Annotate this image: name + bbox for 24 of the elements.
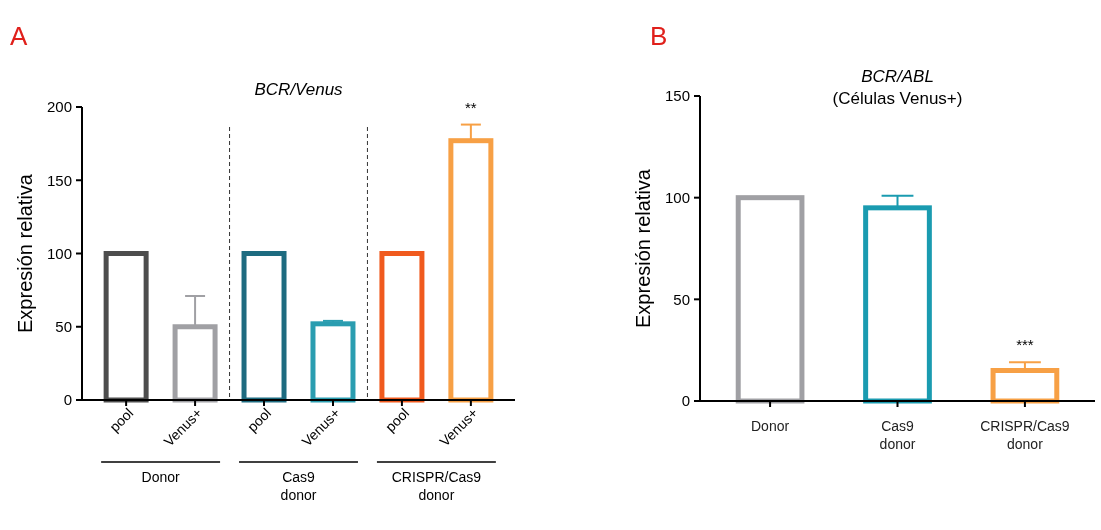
chart-title: BCR/Venus xyxy=(254,80,344,99)
y-tick-label: 0 xyxy=(681,392,690,410)
chart-title: BCR/ABL xyxy=(861,67,934,86)
x-tick-label: Donor xyxy=(751,418,790,434)
x-tick-label: CRISPR/Cas9 donor xyxy=(980,418,1070,452)
text: A xyxy=(10,21,28,51)
y-tick-label: 100 xyxy=(664,188,690,206)
y-axis-title: Expresión relativa xyxy=(632,168,654,328)
annotation: *** xyxy=(1016,336,1034,354)
x-tick-label: Cas9 donor xyxy=(879,418,916,452)
y-tick-label: 150 xyxy=(664,87,690,105)
y-tick-label: 0 xyxy=(63,391,72,409)
text: B xyxy=(650,21,668,51)
y-tick-label: 50 xyxy=(55,318,72,335)
annotation: ** xyxy=(465,98,477,116)
chart-subtitle: (Células Venus+) xyxy=(832,89,963,108)
text: CRISPR/Cas9 donor xyxy=(391,469,482,503)
y-tick-label: 50 xyxy=(673,290,690,308)
y-axis-title: Expresión relativa xyxy=(14,173,36,333)
y-tick-label: 150 xyxy=(46,171,72,189)
text: Donor xyxy=(141,469,180,485)
text: Cas9 donor xyxy=(280,469,317,503)
y-tick-label: 100 xyxy=(46,244,72,262)
y-tick-label: 200 xyxy=(46,98,72,116)
